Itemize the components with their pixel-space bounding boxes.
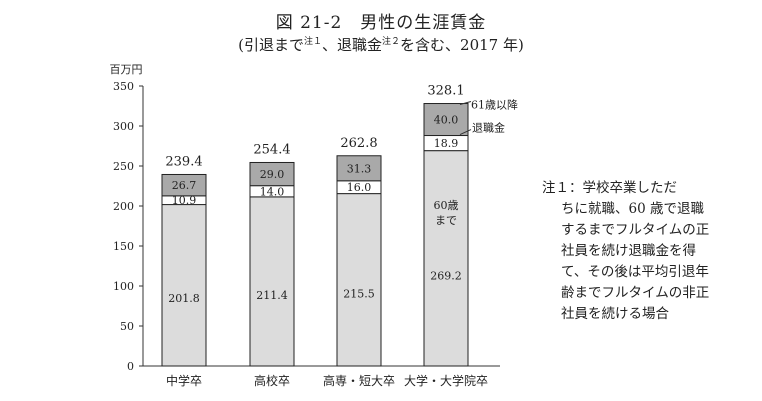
subtitle-note-ref-2: 注２ (382, 37, 401, 47)
bar-segment (423, 103, 469, 137)
chart-title: 図 21-2 男性の生涯賃金 (275, 13, 487, 33)
x-category-label: 高専・短大卒 (323, 373, 395, 388)
x-category-label: 中学卒 (166, 373, 202, 388)
annotation-60-label-line1: 60歳 (434, 199, 459, 212)
segment-value-label: 14.0 (260, 185, 285, 198)
bar-total-label: 262.8 (340, 136, 377, 151)
leader-line-61 (459, 101, 472, 106)
bar-segment (249, 161, 295, 187)
y-tick-label: 250 (113, 160, 134, 173)
category-labels: 中学卒 高校卒 高専・短大卒 大学・大学院卒 (166, 373, 488, 388)
footnote-body: ちに就職、60 歳で退職するまでフルタイムの正社員を続け退職金を得て、その後は平… (561, 201, 710, 322)
segment-value-label: 26.7 (172, 179, 197, 192)
segment-value-label: 201.8 (168, 292, 200, 305)
bar-segment (161, 204, 207, 367)
segment-value-label: 40.0 (434, 114, 459, 127)
annotation-retire-label: 退職金 (472, 121, 505, 135)
bar-total-label: 328.1 (427, 84, 464, 99)
y-axis: 百万円 0 50 100 150 200 250 300 350 (110, 63, 500, 373)
bars-group: 201.8 10.9 26.7 239.4 211.4 14.0 29.0 254.4 215.… (161, 84, 469, 367)
segment-value-label: 269.2 (430, 270, 462, 283)
subtitle-text-b: 、退職金 (322, 36, 383, 54)
bar-total-label: 254.4 (253, 142, 290, 157)
chart-subtitle: (引退まで注１、退職金注２を含む、2017 年) (0, 34, 762, 55)
segment-value-label: 215.5 (343, 288, 375, 301)
segment-value-label: 211.4 (256, 289, 288, 302)
y-tick-label: 150 (113, 240, 134, 253)
bar-segment (161, 173, 207, 197)
y-tick-label: 200 (113, 200, 134, 213)
segment-value-label: 10.9 (172, 194, 197, 207)
annotation-61-label: 61歳以降 (471, 98, 518, 112)
y-tick-label: 0 (127, 360, 134, 373)
footnote: 注１：学校卒業しただ ちに就職、60 歳で退職するまでフルタイムの正社員を続け退… (542, 178, 717, 325)
y-tick-label: 300 (113, 120, 134, 133)
y-unit-label: 百万円 (110, 63, 143, 76)
annotation-60-label-line2: まで (435, 214, 457, 227)
x-category-label: 高校卒 (254, 373, 290, 388)
footnote-head: 注１：学校卒業しただ (542, 180, 677, 196)
x-category-label: 大学・大学院卒 (404, 373, 488, 388)
leader-line-retire (459, 129, 472, 135)
subtitle-text-c: を含む、2017 年) (400, 36, 524, 54)
segment-value-label: 18.9 (434, 137, 459, 150)
bar-segment (423, 150, 469, 367)
y-tick-label: 50 (120, 320, 134, 333)
segment-value-label: 29.0 (260, 168, 285, 181)
y-tick-label: 100 (113, 280, 134, 293)
subtitle-text-a: (引退まで (238, 36, 304, 54)
segment-value-label: 31.3 (347, 162, 372, 175)
bar-total-label: 239.4 (165, 154, 202, 169)
bar-segment (249, 196, 295, 367)
bar-segment (336, 193, 382, 367)
subtitle-note-ref-1: 注１ (304, 37, 323, 47)
bar-segment (336, 155, 382, 182)
segment-value-label: 16.0 (347, 181, 372, 194)
y-tick-label: 350 (113, 80, 134, 93)
